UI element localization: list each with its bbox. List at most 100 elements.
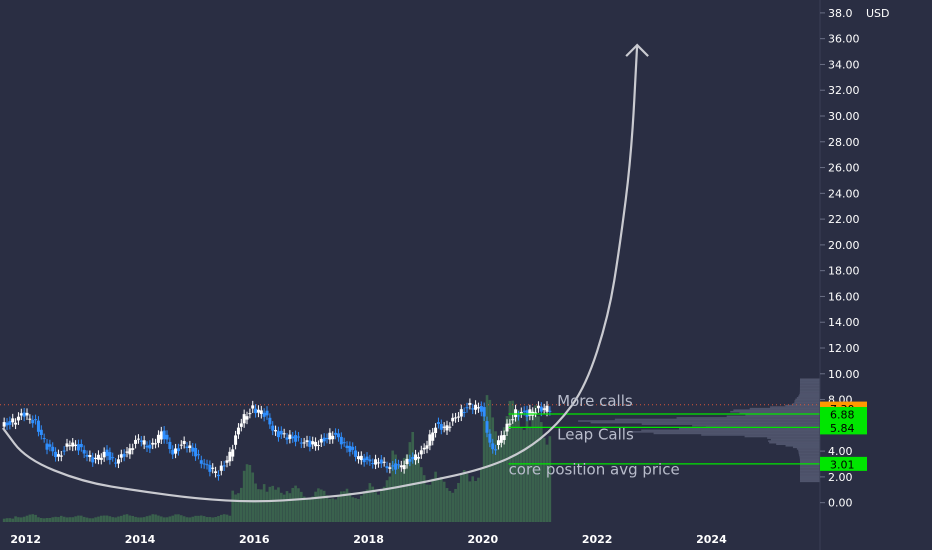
- volume-bar: [165, 517, 169, 522]
- profile-bar: [769, 441, 820, 444]
- profile-bar: [799, 378, 820, 381]
- candle-body: [479, 405, 483, 412]
- candle-body: [51, 446, 55, 452]
- candle-body: [205, 464, 209, 466]
- price-axis[interactable]: 0.002.004.006.008.0010.0012.0014.0016.00…: [820, 7, 860, 510]
- candle-body: [239, 423, 243, 427]
- profile-bar: [676, 417, 820, 419]
- candle-body: [28, 418, 32, 420]
- y-tick-label: 32.00: [828, 84, 860, 97]
- candle-body: [454, 417, 458, 419]
- volume-bar: [477, 477, 480, 522]
- volume-bar: [451, 492, 455, 522]
- volume-bar: [314, 491, 317, 522]
- volume-bar: [177, 514, 180, 522]
- candle-body: [105, 449, 109, 456]
- candle-body: [368, 459, 372, 462]
- volume-bar: [62, 516, 66, 522]
- candle-body: [2, 422, 6, 427]
- volume-bar: [211, 517, 215, 522]
- price-tag-label: 5.84: [830, 422, 855, 435]
- profile-bar: [653, 432, 820, 435]
- volume-bar: [231, 490, 235, 522]
- candle-body: [325, 438, 329, 440]
- candle-body: [216, 474, 220, 477]
- candle-body: [231, 449, 235, 457]
- candle-body: [99, 457, 103, 460]
- volume-bar: [362, 491, 366, 522]
- candle-body: [19, 413, 23, 416]
- volume-bar: [65, 517, 69, 522]
- candle-body: [299, 442, 303, 444]
- candle-body: [268, 417, 272, 425]
- candle-body: [282, 433, 286, 435]
- candle-body: [331, 435, 335, 440]
- candle-body: [311, 441, 315, 445]
- volume-bar: [200, 515, 203, 522]
- volume-bar: [465, 473, 469, 522]
- volume-bar: [137, 517, 140, 522]
- candle-body: [65, 443, 69, 447]
- candle-body: [456, 416, 460, 418]
- volume-bar: [354, 498, 357, 522]
- y-tick-label: 20.00: [828, 239, 860, 252]
- candles: [2, 398, 552, 481]
- volume-bar: [188, 517, 192, 522]
- volume-bar: [114, 517, 117, 522]
- volume-bar: [234, 494, 237, 522]
- candle-body: [194, 447, 198, 457]
- volume-bar: [457, 483, 460, 522]
- volume-bar: [525, 415, 529, 522]
- candle-body: [528, 409, 532, 416]
- volume-bar: [80, 515, 83, 522]
- candle-body: [122, 453, 126, 457]
- candle-body: [459, 409, 463, 417]
- volume-bar: [125, 514, 129, 522]
- volume-bar: [205, 517, 209, 522]
- y-tick-label: 4.00: [828, 445, 853, 458]
- volume-bar: [528, 426, 532, 522]
- profile-bar: [799, 390, 820, 393]
- candle-body: [305, 440, 309, 442]
- volume-bar: [257, 489, 260, 522]
- volume-bar: [248, 465, 252, 522]
- candle-body: [279, 430, 283, 435]
- volume-bar: [540, 422, 543, 522]
- candle-body: [308, 440, 312, 447]
- volume-bar: [105, 515, 109, 522]
- time-axis[interactable]: 2012 2014 2016 2018 2020 2022 2024: [10, 533, 727, 546]
- volume-bar: [502, 427, 506, 522]
- volume-bar: [268, 486, 272, 522]
- candle-body: [288, 434, 292, 439]
- volume-bar: [48, 517, 52, 522]
- candle-body: [82, 449, 86, 454]
- volume-bar: [262, 484, 266, 522]
- volume-bar: [542, 437, 546, 522]
- volume-bar: [74, 516, 77, 522]
- volume-bar: [5, 518, 9, 522]
- candle-body: [408, 459, 412, 462]
- volume-bar: [20, 517, 23, 522]
- volume-bar: [45, 517, 49, 522]
- y-tick-label: 34.00: [828, 58, 860, 71]
- volume-bar: [480, 469, 483, 522]
- candle-body: [448, 426, 452, 428]
- volume-bar: [537, 416, 540, 522]
- candle-body: [42, 438, 46, 440]
- volume-bar: [368, 483, 372, 522]
- candle-body: [228, 451, 232, 462]
- volume-bar: [520, 426, 523, 522]
- volume-bar: [531, 410, 535, 522]
- candle-body: [548, 410, 552, 412]
- candle-body: [162, 430, 166, 440]
- volume-bar: [97, 516, 100, 522]
- volume-bar: [508, 400, 512, 522]
- volume-bar: [271, 485, 275, 522]
- x-tick-label: 2024: [696, 533, 727, 546]
- volume-bar: [297, 488, 300, 522]
- volume-bar: [25, 515, 29, 522]
- candle-body: [174, 448, 178, 454]
- profile-bar: [641, 429, 820, 432]
- candle-body: [76, 444, 80, 451]
